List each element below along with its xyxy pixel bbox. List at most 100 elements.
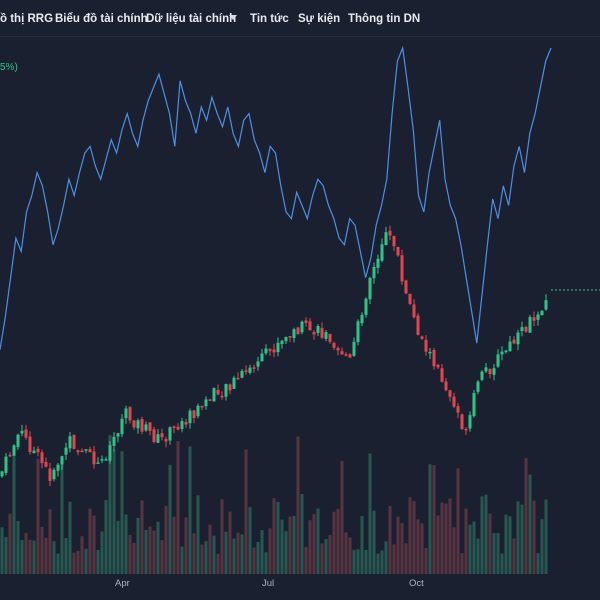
candle-body xyxy=(544,300,548,310)
volume-bar xyxy=(288,516,292,574)
candle-body xyxy=(180,421,184,429)
volume-bar xyxy=(216,553,220,574)
nav-item-financial-chart[interactable]: Biểu đồ tài chính xyxy=(55,13,148,25)
chevron-down-icon[interactable] xyxy=(229,15,237,20)
candle-body xyxy=(56,464,60,471)
volume-bar xyxy=(500,553,504,574)
volume-bar xyxy=(0,527,4,574)
candle-body xyxy=(248,367,252,373)
candle-body xyxy=(536,314,540,320)
volume-bar xyxy=(444,503,448,574)
volume-bar xyxy=(268,528,272,574)
volume-bar xyxy=(492,533,496,574)
candle-body xyxy=(448,390,452,397)
volume-bar xyxy=(292,516,296,574)
volume-bar xyxy=(192,533,196,574)
candle-body xyxy=(84,449,88,451)
volume-bar xyxy=(512,538,516,574)
volume-bar xyxy=(508,516,512,574)
candle-body xyxy=(320,327,324,338)
candle-body xyxy=(76,450,80,453)
nav-item-company-info[interactable]: Thông tin DN xyxy=(348,13,421,25)
candle-body xyxy=(124,408,128,419)
candle-body xyxy=(308,321,312,331)
volume-bar xyxy=(132,543,136,574)
volume-bar xyxy=(112,449,116,574)
price-chart[interactable] xyxy=(0,36,600,576)
volume-bar xyxy=(372,510,376,574)
volume-bar xyxy=(12,451,16,574)
candle-body xyxy=(336,348,340,351)
volume-bar xyxy=(28,539,32,574)
volume-bar xyxy=(92,515,96,574)
volume-bar xyxy=(196,495,200,574)
candle-body xyxy=(188,410,192,424)
candle-body xyxy=(412,304,416,318)
volume-bar xyxy=(116,520,120,574)
candle-body xyxy=(400,255,404,282)
comparison-line xyxy=(0,45,552,350)
volume-bar xyxy=(124,514,128,574)
candle-body xyxy=(532,317,536,321)
candle-body xyxy=(272,349,276,353)
volume-bar xyxy=(232,538,236,574)
volume-bar xyxy=(260,530,264,574)
volume-bar xyxy=(224,531,228,574)
nav-item-financial-data[interactable]: Dữ liệu tài chính xyxy=(146,13,237,25)
candle-body xyxy=(344,354,348,356)
volume-bar xyxy=(20,540,24,574)
volume-bar xyxy=(80,536,84,574)
volume-bar xyxy=(448,498,452,574)
volume-bar xyxy=(472,521,476,574)
candle-body xyxy=(364,298,368,315)
candle-body xyxy=(228,384,232,391)
candle-body xyxy=(24,429,28,438)
candle-body xyxy=(324,332,328,339)
candle-body xyxy=(116,433,120,437)
candle-body xyxy=(208,399,212,401)
volume-bar xyxy=(480,496,484,574)
candle-body xyxy=(92,451,96,465)
candle-body xyxy=(108,445,112,461)
candle-body xyxy=(240,371,244,378)
volume-bar xyxy=(172,516,176,574)
volume-bar xyxy=(200,544,204,574)
volume-bar xyxy=(376,553,380,574)
nav-item-events[interactable]: Sự kiện xyxy=(298,13,341,25)
volume-bar xyxy=(364,550,368,574)
candle-body xyxy=(504,350,508,353)
volume-bar xyxy=(384,541,388,574)
volume-bar xyxy=(296,436,300,574)
volume-bar xyxy=(272,498,276,574)
volume-bar xyxy=(312,514,316,574)
volume-bar xyxy=(496,533,500,574)
volume-bar xyxy=(84,548,88,574)
candle-body xyxy=(452,396,456,407)
candle-body xyxy=(408,293,412,304)
candle-body xyxy=(0,471,4,477)
volume-bar xyxy=(156,521,160,574)
volume-bar xyxy=(544,499,548,574)
nav-item-news[interactable]: Tin tức xyxy=(250,13,289,25)
volume-bar xyxy=(276,502,280,574)
volume-bar xyxy=(388,505,392,574)
volume-bar xyxy=(88,508,92,574)
nav-item-rrg-chart[interactable]: ồ thị RRG xyxy=(0,13,54,25)
candle-body xyxy=(328,333,332,342)
candle-body xyxy=(8,454,12,457)
volume-bar xyxy=(300,494,304,574)
volume-bar xyxy=(324,539,328,574)
candle-body xyxy=(68,436,72,449)
volume-bar xyxy=(468,524,472,574)
candle-body xyxy=(388,230,392,236)
volume-bar xyxy=(52,541,56,574)
volume-bar xyxy=(264,552,268,574)
volume-bar xyxy=(36,458,40,574)
candle-body xyxy=(268,348,272,352)
volume-bar xyxy=(344,532,348,574)
volume-bar xyxy=(136,518,140,574)
candle-body xyxy=(372,267,376,279)
candle-body xyxy=(164,439,168,442)
volume-bar xyxy=(208,524,212,574)
candle-body xyxy=(464,428,468,431)
